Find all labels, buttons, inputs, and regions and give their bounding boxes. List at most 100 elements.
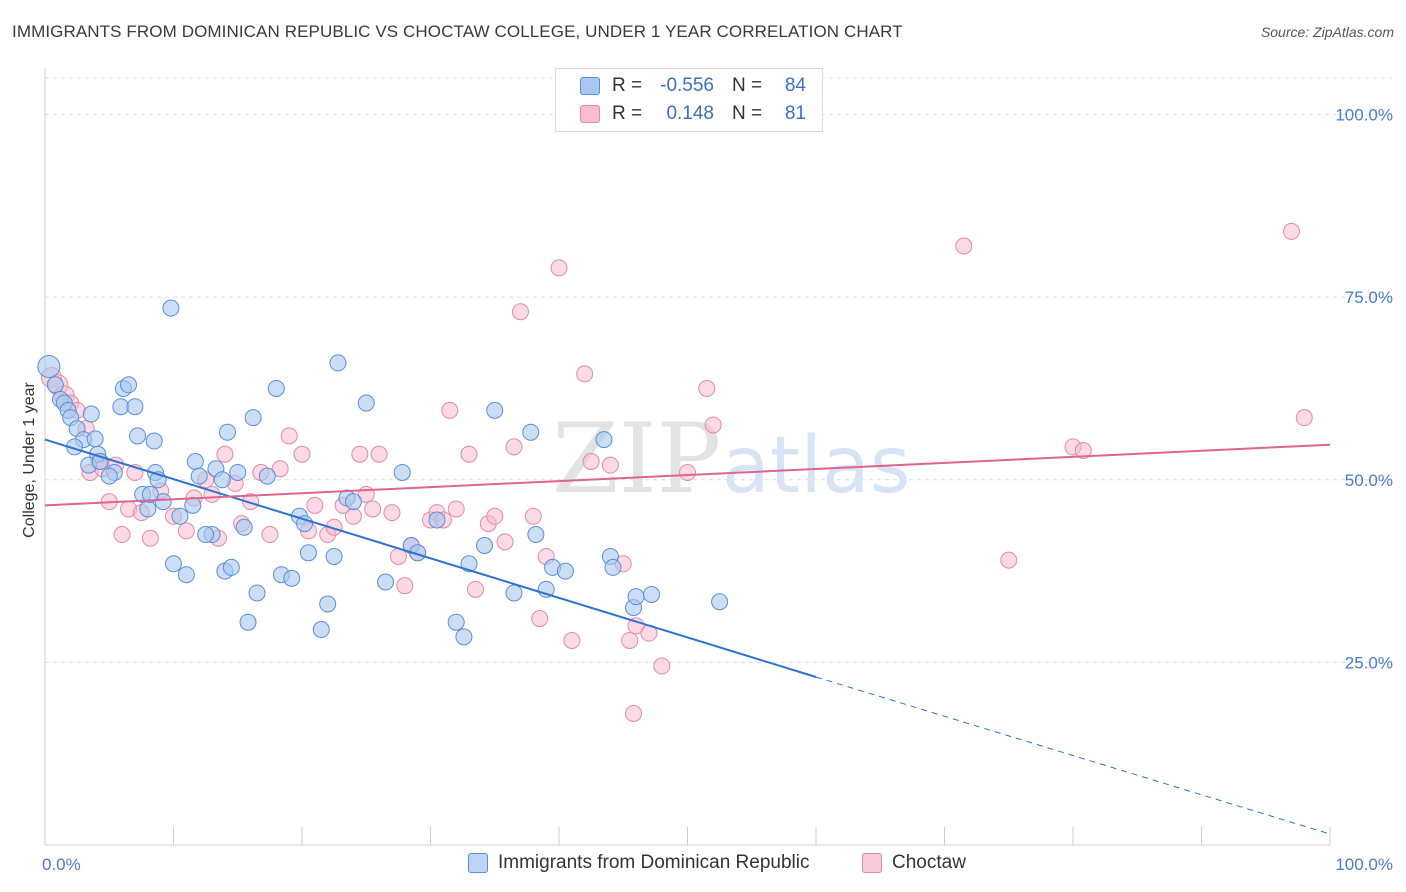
choctaw-point xyxy=(1295,409,1313,427)
dominican-point xyxy=(239,613,257,631)
choctaw-point xyxy=(505,438,523,456)
y-tick-label: 50.0% xyxy=(1345,471,1393,490)
legend-n-value: 81 xyxy=(784,103,806,124)
choctaw-point xyxy=(370,445,388,463)
x-tick-label: 100.0% xyxy=(1335,855,1393,874)
choctaw-point xyxy=(306,496,324,514)
dominican-point xyxy=(556,562,574,580)
source-text: Source: ZipAtlas.com xyxy=(1260,24,1394,40)
dominican-point xyxy=(329,354,347,372)
dominican-point xyxy=(604,558,622,576)
dominican-trend-line xyxy=(44,438,817,678)
dominican-point xyxy=(139,500,157,518)
dominican-point xyxy=(393,463,411,481)
dominican-point xyxy=(171,507,189,525)
legend-r-value: -0.556 xyxy=(660,75,714,96)
dominican-point xyxy=(299,544,317,562)
y-tick-label: 25.0% xyxy=(1345,653,1393,672)
choctaw-point xyxy=(466,580,484,598)
choctaw-point xyxy=(486,507,504,525)
choctaw-point xyxy=(383,504,401,522)
axes xyxy=(44,68,1331,846)
dominican-point xyxy=(244,409,262,427)
dominican-point xyxy=(235,518,253,536)
dominican-point xyxy=(475,537,493,555)
dominican-point xyxy=(186,453,204,470)
dominican-point xyxy=(37,355,61,379)
choctaw-point xyxy=(396,577,414,595)
bottom-legend-label: Choctaw xyxy=(892,852,966,873)
choctaw-point xyxy=(653,657,671,675)
trend-lines xyxy=(44,438,1331,835)
dominican-point xyxy=(82,405,100,423)
dominican-point xyxy=(527,526,545,544)
dominican-point xyxy=(112,398,130,416)
choctaw-point xyxy=(280,427,298,445)
choctaw-point xyxy=(447,500,465,518)
y-tick-label: 100.0% xyxy=(1335,106,1393,125)
choctaw-point xyxy=(441,401,459,419)
legend-r-value: 0.148 xyxy=(666,103,714,124)
legend-row-choctaw: R = 0.148 N = 81 xyxy=(580,101,806,127)
dominican-point xyxy=(46,376,64,394)
dominican-point xyxy=(643,585,661,603)
choctaw-point xyxy=(293,445,311,463)
dominican-point xyxy=(100,467,118,485)
dominican-point xyxy=(222,558,240,576)
dominican-point xyxy=(218,423,236,441)
dominican-point xyxy=(283,569,301,587)
dominican-point xyxy=(595,431,613,449)
dominican-point xyxy=(197,526,215,544)
choctaw-point xyxy=(1000,551,1018,569)
y-axis-label: College, Under 1 year xyxy=(21,382,38,538)
choctaw-point xyxy=(216,445,234,463)
tick-labels: 25.0% 50.0% 75.0% 100.0% 0.0% 100.0% xyxy=(42,106,1393,874)
choctaw-point xyxy=(261,526,279,544)
choctaw-point xyxy=(511,303,529,321)
choctaw-point xyxy=(1282,222,1300,240)
dominican-point xyxy=(627,588,645,606)
choctaw-point xyxy=(113,526,131,544)
dominican-point xyxy=(267,379,285,397)
bottom-legend-choctaw[interactable]: Choctaw xyxy=(862,852,966,874)
choctaw-point xyxy=(351,445,369,463)
dominican-point xyxy=(126,398,144,416)
dominican-point xyxy=(428,511,446,529)
choctaw-point xyxy=(625,705,643,723)
dominican-point xyxy=(141,485,159,503)
choctaw-point xyxy=(496,533,514,551)
dominican-point xyxy=(357,394,375,412)
legend-swatch-pink xyxy=(580,105,600,123)
choctaw-trend-line xyxy=(44,443,1331,507)
choctaw-point xyxy=(141,529,159,547)
dominican-trend-extension xyxy=(815,676,1331,835)
choctaw-point xyxy=(524,507,542,525)
choctaw-point xyxy=(460,445,478,463)
bottom-legend-dominican[interactable]: Immigrants from Dominican Republic xyxy=(468,852,810,874)
choctaw-point xyxy=(531,610,549,628)
choctaw-point xyxy=(550,259,568,277)
dominican-point xyxy=(296,515,314,533)
choctaw-point xyxy=(704,416,722,434)
legend-swatch-blue xyxy=(580,77,600,95)
dominican-point xyxy=(229,463,247,481)
stats-legend: R = -0.556 N = 84 R = 0.148 N = 81 xyxy=(555,68,823,132)
dominican-point xyxy=(455,628,473,646)
dominican-point xyxy=(154,493,172,511)
choctaw-point xyxy=(601,456,619,474)
choctaw-point xyxy=(955,237,973,255)
choctaw-point xyxy=(364,500,382,518)
chart-title: IMMIGRANTS FROM DOMINICAN REPUBLIC VS CH… xyxy=(12,22,903,41)
x-tick-label: 0.0% xyxy=(42,855,81,874)
choctaw-point xyxy=(582,453,600,470)
legend-row-dominican: R = -0.556 N = 84 xyxy=(580,73,806,99)
choctaw-point xyxy=(698,379,716,397)
choctaw-point xyxy=(344,507,362,525)
dominican-point xyxy=(319,595,337,613)
bottom-legend-swatch-blue xyxy=(468,853,488,873)
choctaw-point xyxy=(271,460,289,478)
choctaw-point xyxy=(679,463,696,481)
dominican-point xyxy=(162,299,180,317)
dominican-point xyxy=(258,467,276,485)
legend-n-value: 84 xyxy=(784,75,806,96)
